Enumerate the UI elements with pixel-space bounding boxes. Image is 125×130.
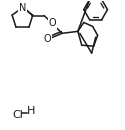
Text: Cl: Cl [12, 110, 23, 121]
Text: O: O [43, 34, 51, 44]
Text: N: N [19, 3, 26, 13]
Text: H: H [27, 106, 36, 116]
Text: O: O [48, 18, 56, 28]
